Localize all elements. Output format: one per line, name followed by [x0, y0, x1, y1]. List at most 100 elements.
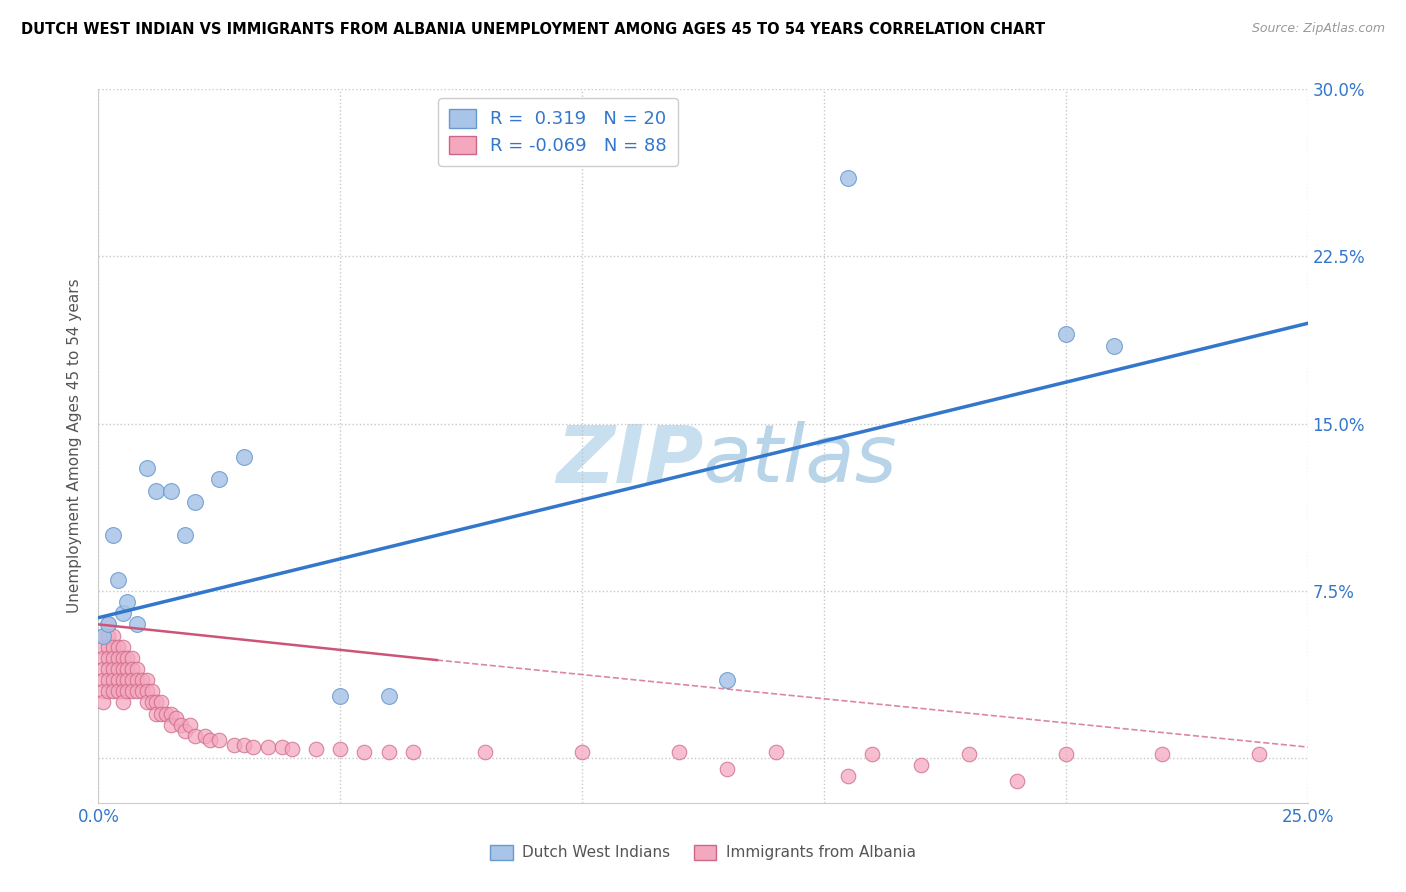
Point: [1007, 773, 1029, 788]
Point: [145, 696, 167, 710]
Point: [232, 738, 254, 752]
Point: [111, 673, 134, 687]
Point: [957, 747, 980, 761]
Point: [1054, 747, 1077, 761]
Point: [305, 742, 328, 756]
Point: [97, 673, 120, 687]
Point: [145, 706, 167, 721]
Text: ZIP: ZIP: [555, 421, 703, 500]
Point: [135, 673, 157, 687]
Legend: Dutch West Indians, Immigrants from Albania: Dutch West Indians, Immigrants from Alba…: [484, 838, 922, 866]
Point: [111, 662, 134, 676]
Point: [117, 595, 139, 609]
Point: [169, 717, 191, 731]
Point: [107, 651, 129, 665]
Point: [165, 711, 187, 725]
Point: [668, 744, 690, 758]
Point: [837, 171, 859, 186]
Point: [860, 747, 883, 761]
Point: [101, 628, 124, 642]
Point: [91, 651, 114, 665]
Point: [97, 628, 120, 642]
Point: [97, 640, 120, 654]
Point: [377, 744, 399, 758]
Point: [117, 651, 139, 665]
Point: [329, 742, 352, 756]
Point: [145, 483, 167, 498]
Point: [174, 724, 197, 739]
Point: [91, 628, 114, 642]
Point: [111, 607, 134, 621]
Point: [179, 717, 201, 731]
Point: [127, 662, 149, 676]
Text: DUTCH WEST INDIAN VS IMMIGRANTS FROM ALBANIA UNEMPLOYMENT AMONG AGES 45 TO 54 YE: DUTCH WEST INDIAN VS IMMIGRANTS FROM ALB…: [21, 22, 1045, 37]
Point: [135, 696, 157, 710]
Point: [101, 528, 124, 542]
Point: [256, 740, 278, 755]
Point: [121, 673, 143, 687]
Point: [198, 733, 221, 747]
Text: atlas: atlas: [703, 421, 898, 500]
Point: [1054, 327, 1077, 342]
Point: [97, 617, 120, 632]
Point: [91, 628, 114, 642]
Point: [111, 651, 134, 665]
Point: [150, 706, 173, 721]
Point: [222, 738, 245, 752]
Point: [135, 461, 157, 475]
Point: [155, 706, 177, 721]
Point: [97, 684, 120, 698]
Point: [160, 706, 183, 721]
Point: [91, 640, 114, 654]
Point: [1102, 338, 1125, 352]
Point: [117, 662, 139, 676]
Point: [1249, 747, 1271, 761]
Y-axis label: Unemployment Among Ages 45 to 54 years: Unemployment Among Ages 45 to 54 years: [67, 278, 83, 614]
Point: [117, 684, 139, 698]
Point: [765, 744, 787, 758]
Point: [184, 494, 207, 508]
Point: [107, 684, 129, 698]
Point: [208, 472, 231, 486]
Point: [716, 673, 738, 687]
Point: [194, 729, 217, 743]
Point: [474, 744, 496, 758]
Point: [184, 729, 207, 743]
Point: [121, 662, 143, 676]
Text: Source: ZipAtlas.com: Source: ZipAtlas.com: [1251, 22, 1385, 36]
Point: [377, 689, 399, 703]
Point: [716, 762, 738, 776]
Point: [150, 696, 173, 710]
Point: [127, 617, 149, 632]
Point: [571, 744, 593, 758]
Point: [281, 742, 304, 756]
Point: [174, 528, 197, 542]
Point: [131, 684, 153, 698]
Point: [107, 640, 129, 654]
Point: [131, 673, 153, 687]
Point: [141, 696, 163, 710]
Point: [402, 744, 425, 758]
Point: [837, 769, 859, 783]
Point: [135, 684, 157, 698]
Point: [101, 684, 124, 698]
Point: [91, 673, 114, 687]
Point: [329, 689, 352, 703]
Point: [232, 450, 254, 464]
Point: [1152, 747, 1174, 761]
Point: [910, 758, 932, 772]
Point: [107, 662, 129, 676]
Point: [141, 684, 163, 698]
Point: [111, 696, 134, 710]
Point: [160, 483, 183, 498]
Point: [91, 696, 114, 710]
Point: [127, 684, 149, 698]
Point: [101, 673, 124, 687]
Point: [121, 651, 143, 665]
Point: [91, 684, 114, 698]
Point: [242, 740, 264, 755]
Point: [97, 651, 120, 665]
Point: [97, 662, 120, 676]
Point: [107, 573, 129, 587]
Point: [353, 744, 375, 758]
